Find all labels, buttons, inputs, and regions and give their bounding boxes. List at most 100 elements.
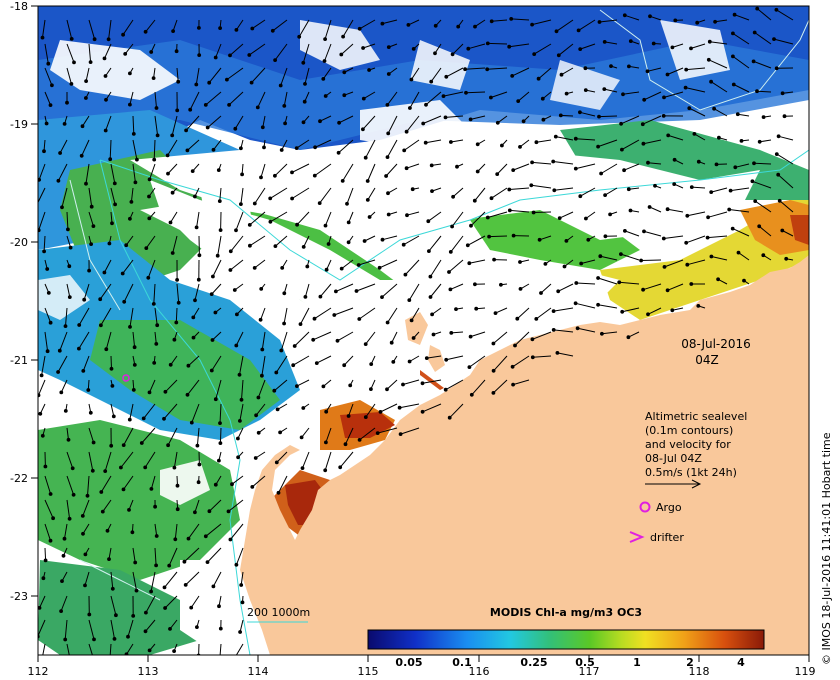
velocity-vector bbox=[319, 187, 332, 204]
velocity-vector bbox=[129, 91, 134, 105]
velocity-vector-head bbox=[42, 249, 46, 254]
velocity-vector bbox=[167, 427, 178, 446]
velocity-vector-head bbox=[226, 509, 231, 514]
velocity-vector bbox=[628, 331, 640, 338]
velocity-vector bbox=[167, 163, 178, 174]
velocity-vector bbox=[251, 475, 266, 488]
velocity-vector-head bbox=[303, 82, 307, 86]
velocity-vector-head bbox=[217, 199, 222, 204]
velocity-vector bbox=[235, 643, 244, 655]
velocity-vector bbox=[212, 259, 222, 277]
velocity-vector-head bbox=[133, 180, 138, 185]
velocity-vector-head bbox=[124, 243, 129, 248]
velocity-vector bbox=[365, 331, 376, 345]
velocity-vector-head bbox=[163, 389, 168, 394]
velocity-vector-head bbox=[99, 323, 103, 328]
velocity-vector-head bbox=[172, 649, 177, 653]
velocity-vector bbox=[278, 475, 288, 494]
velocity-vector bbox=[251, 67, 266, 83]
velocity-vector bbox=[579, 111, 596, 117]
velocity-vector bbox=[42, 643, 46, 655]
velocity-vector-head bbox=[70, 466, 75, 471]
velocity-vector-head bbox=[386, 212, 391, 217]
velocity-vector-head bbox=[227, 103, 232, 107]
velocity-vector-head bbox=[250, 26, 255, 31]
velocity-vector-head bbox=[196, 277, 201, 282]
velocity-vector-head bbox=[176, 79, 181, 84]
velocity-vector-head bbox=[357, 317, 362, 321]
velocity-vector bbox=[732, 32, 750, 45]
velocity-vector bbox=[624, 14, 640, 21]
velocity-vector-head bbox=[361, 46, 366, 50]
velocity-vector-head bbox=[408, 106, 412, 110]
velocity-vector-head bbox=[579, 261, 584, 266]
velocity-vector-head bbox=[109, 443, 114, 448]
velocity-vector bbox=[487, 67, 508, 70]
velocity-vector-head bbox=[397, 405, 402, 410]
velocity-vector bbox=[428, 235, 442, 252]
velocity-vector bbox=[275, 235, 288, 247]
velocity-vector-head bbox=[143, 29, 148, 34]
velocity-vector bbox=[66, 475, 75, 495]
velocity-vector bbox=[240, 571, 244, 586]
velocity-vector-head bbox=[369, 362, 374, 367]
velocity-vector-head bbox=[402, 148, 407, 153]
velocity-vector-head bbox=[608, 212, 612, 217]
velocity-vector-head bbox=[354, 289, 359, 293]
velocity-vector bbox=[123, 283, 134, 303]
velocity-vector bbox=[255, 403, 266, 416]
velocity-vector-head bbox=[609, 64, 613, 68]
velocity-vector-head bbox=[67, 264, 72, 269]
velocity-vector bbox=[185, 115, 200, 131]
velocity-vector bbox=[132, 547, 136, 563]
velocity-vector bbox=[342, 163, 354, 182]
velocity-vector-head bbox=[639, 258, 643, 263]
velocity-vector-head bbox=[63, 324, 68, 329]
velocity-vector-head bbox=[131, 614, 136, 618]
velocity-vector bbox=[734, 14, 750, 21]
velocity-vector-head bbox=[184, 128, 189, 133]
velocity-vector bbox=[474, 187, 486, 202]
velocity-vector bbox=[622, 307, 640, 313]
velocity-vector-head bbox=[342, 70, 347, 75]
velocity-vector-head bbox=[89, 204, 94, 209]
velocity-vector-head bbox=[295, 222, 300, 227]
velocity-vector-head bbox=[143, 465, 148, 470]
velocity-vector bbox=[707, 211, 728, 218]
velocity-vector-head bbox=[147, 177, 152, 182]
velocity-vector-head bbox=[213, 397, 218, 402]
velocity-vector-head bbox=[209, 292, 214, 297]
velocity-vector bbox=[359, 19, 376, 30]
velocity-vector bbox=[649, 206, 662, 213]
velocity-vector-head bbox=[336, 150, 341, 155]
velocity-vector bbox=[132, 139, 138, 160]
velocity-vector bbox=[172, 19, 178, 32]
velocity-vector-head bbox=[318, 119, 322, 124]
velocity-vector-head bbox=[168, 362, 173, 367]
velocity-vector-head bbox=[300, 466, 305, 471]
velocity-vector-head bbox=[154, 563, 159, 568]
velocity-vector-head bbox=[194, 225, 199, 230]
velocity-vector-head bbox=[411, 47, 416, 51]
velocity-vector-head bbox=[510, 74, 515, 78]
velocity-vector bbox=[451, 331, 464, 334]
lat-label: -19 bbox=[10, 118, 28, 131]
velocity-vector bbox=[403, 235, 420, 246]
velocity-vector-head bbox=[240, 600, 245, 605]
velocity-vector-head bbox=[578, 194, 583, 199]
velocity-vector bbox=[44, 523, 51, 541]
velocity-vector bbox=[41, 355, 46, 376]
cloud-band-1 bbox=[130, 140, 760, 260]
velocity-vector-head bbox=[183, 583, 188, 587]
velocity-vector bbox=[205, 91, 222, 106]
velocity-vector bbox=[735, 163, 750, 168]
velocity-vector bbox=[274, 43, 288, 61]
velocity-vector-head bbox=[665, 207, 670, 212]
velocity-vector bbox=[469, 259, 486, 264]
velocity-vector-head bbox=[152, 157, 157, 162]
velocity-vector-head bbox=[404, 129, 409, 134]
velocity-vector-head bbox=[314, 361, 319, 366]
velocity-vector-head bbox=[323, 94, 328, 98]
velocity-vector-head bbox=[375, 431, 380, 436]
